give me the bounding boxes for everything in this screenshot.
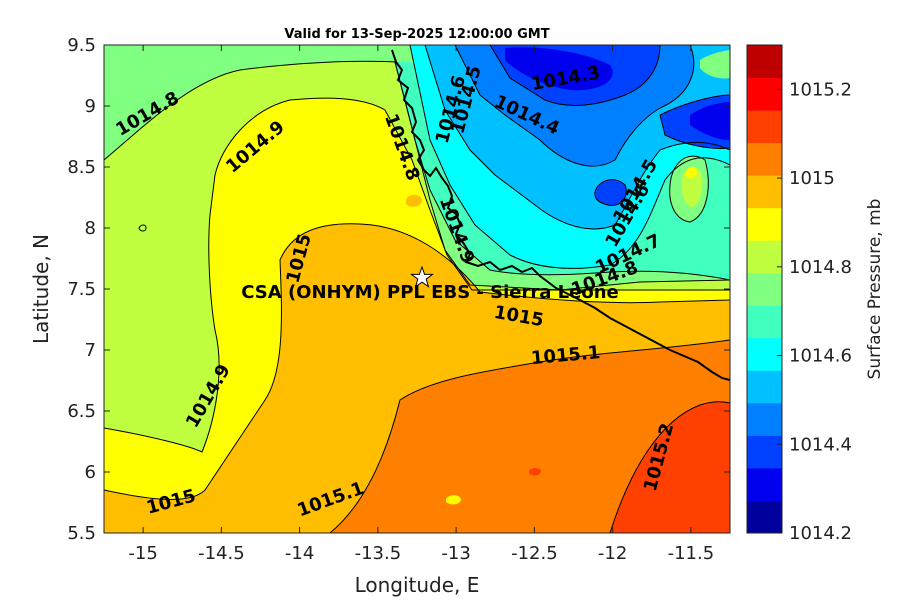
coastline — [391, 49, 730, 381]
contour-line-small-west — [138, 224, 147, 232]
colorbar-segment — [747, 402, 782, 436]
colorbar-segment — [747, 110, 782, 144]
x-tick-label: -15 — [128, 543, 157, 564]
colorbar-segment — [747, 337, 782, 371]
y-axis-label: Latitude, N — [29, 234, 53, 344]
y-axis-ticks: 5.5 6 6.5 7 7.5 8 8.5 9 9.5 — [67, 35, 730, 544]
contour-line-1014-7 — [394, 61, 730, 281]
y-tick-label: 6 — [85, 462, 96, 483]
y-tick-label: 8.5 — [67, 157, 96, 178]
colorbar-segment — [747, 77, 782, 111]
y-tick-label: 8 — [85, 218, 96, 239]
x-axis-ticks: -15 -14.5 -14 -13.5 -13 -12.5 -12 -11.5 — [128, 45, 714, 564]
contour-line-1014-3 — [489, 45, 661, 106]
band-1015-0-small — [406, 194, 422, 207]
x-axis-label: Longitude, E — [355, 573, 480, 597]
band-1015-2 — [610, 401, 730, 533]
y-tick-label: 5.5 — [67, 523, 96, 544]
colorbar-segment — [747, 207, 782, 241]
contour-line-1014-4 — [454, 45, 695, 167]
x-tick-label: -14 — [285, 543, 314, 564]
colorbar-tick-label: 1015.2 — [789, 79, 852, 100]
x-tick-label: -13 — [441, 543, 470, 564]
y-tick-label: 6.5 — [67, 401, 96, 422]
colorbar-segment — [747, 305, 782, 339]
colorbar-segment — [747, 500, 782, 534]
colorbar-segment — [747, 175, 782, 209]
x-tick-label: -12.5 — [511, 543, 558, 564]
contour-line-1014-3-east — [659, 94, 730, 149]
x-tick-label: -12 — [598, 543, 627, 564]
colorbar-segment — [747, 142, 782, 176]
y-tick-label: 9.5 — [67, 35, 96, 56]
band-1015-0-small-south — [446, 495, 461, 505]
colorbar-tick-label: 1014.2 — [789, 523, 852, 544]
contour-line-1015-0 — [104, 223, 730, 500]
colorbar-segment — [747, 272, 782, 306]
contour-line-eddy — [594, 179, 627, 206]
y-tick-label: 7 — [85, 340, 96, 361]
pressure-field — [104, 45, 730, 533]
contour-lines — [104, 45, 730, 533]
band-1014-4-eddy — [594, 179, 627, 206]
colorbar-segment — [747, 45, 782, 79]
band-1014-9-hill — [681, 166, 703, 207]
colorbar-segment — [747, 467, 782, 501]
colorbar-tick-label: 1014.4 — [789, 434, 852, 455]
y-tick-label: 9 — [85, 96, 96, 117]
colorbar-tick-label: 1014.8 — [789, 257, 852, 278]
band-1014-8-ne-patch — [700, 50, 730, 79]
band-1015-2-spot — [529, 468, 541, 476]
colorbar — [747, 45, 782, 534]
station-annotation: CSA (ONHYM) PPL EBS - Sierra Leone — [241, 282, 618, 303]
x-tick-label: -14.5 — [198, 543, 245, 564]
colorbar-tick-label: 1014.6 — [789, 346, 852, 367]
x-tick-label: -11.5 — [668, 543, 715, 564]
contour-line-hill — [669, 155, 709, 223]
colorbar-tick-label: 1015 — [789, 168, 835, 189]
chart-title: Valid for 13-Sep-2025 12:00:00 GMT — [284, 27, 549, 42]
colorbar-ticks: 1014.2 1014.4 1014.6 1014.8 1015 1015.2 — [777, 79, 852, 544]
band-1014-2-east — [690, 102, 730, 140]
contour-line-1014-9 — [104, 97, 730, 453]
contour-line-1014-6 — [409, 45, 730, 269]
colorbar-label: Surface Pressure, mb — [865, 199, 885, 380]
band-1015-0-spot — [686, 166, 697, 179]
colorbar-frame — [746, 44, 783, 534]
station-star-marker — [409, 265, 435, 288]
colorbar-segment — [747, 240, 782, 274]
colorbar-segment — [747, 435, 782, 469]
x-tick-label: -13.5 — [355, 543, 402, 564]
y-tick-label: 7.5 — [67, 279, 96, 300]
colorbar-segment — [747, 370, 782, 404]
contour-line-1015-1 — [329, 339, 730, 533]
contour-line-1015-2 — [609, 401, 730, 533]
band-1014-2 — [505, 47, 613, 91]
